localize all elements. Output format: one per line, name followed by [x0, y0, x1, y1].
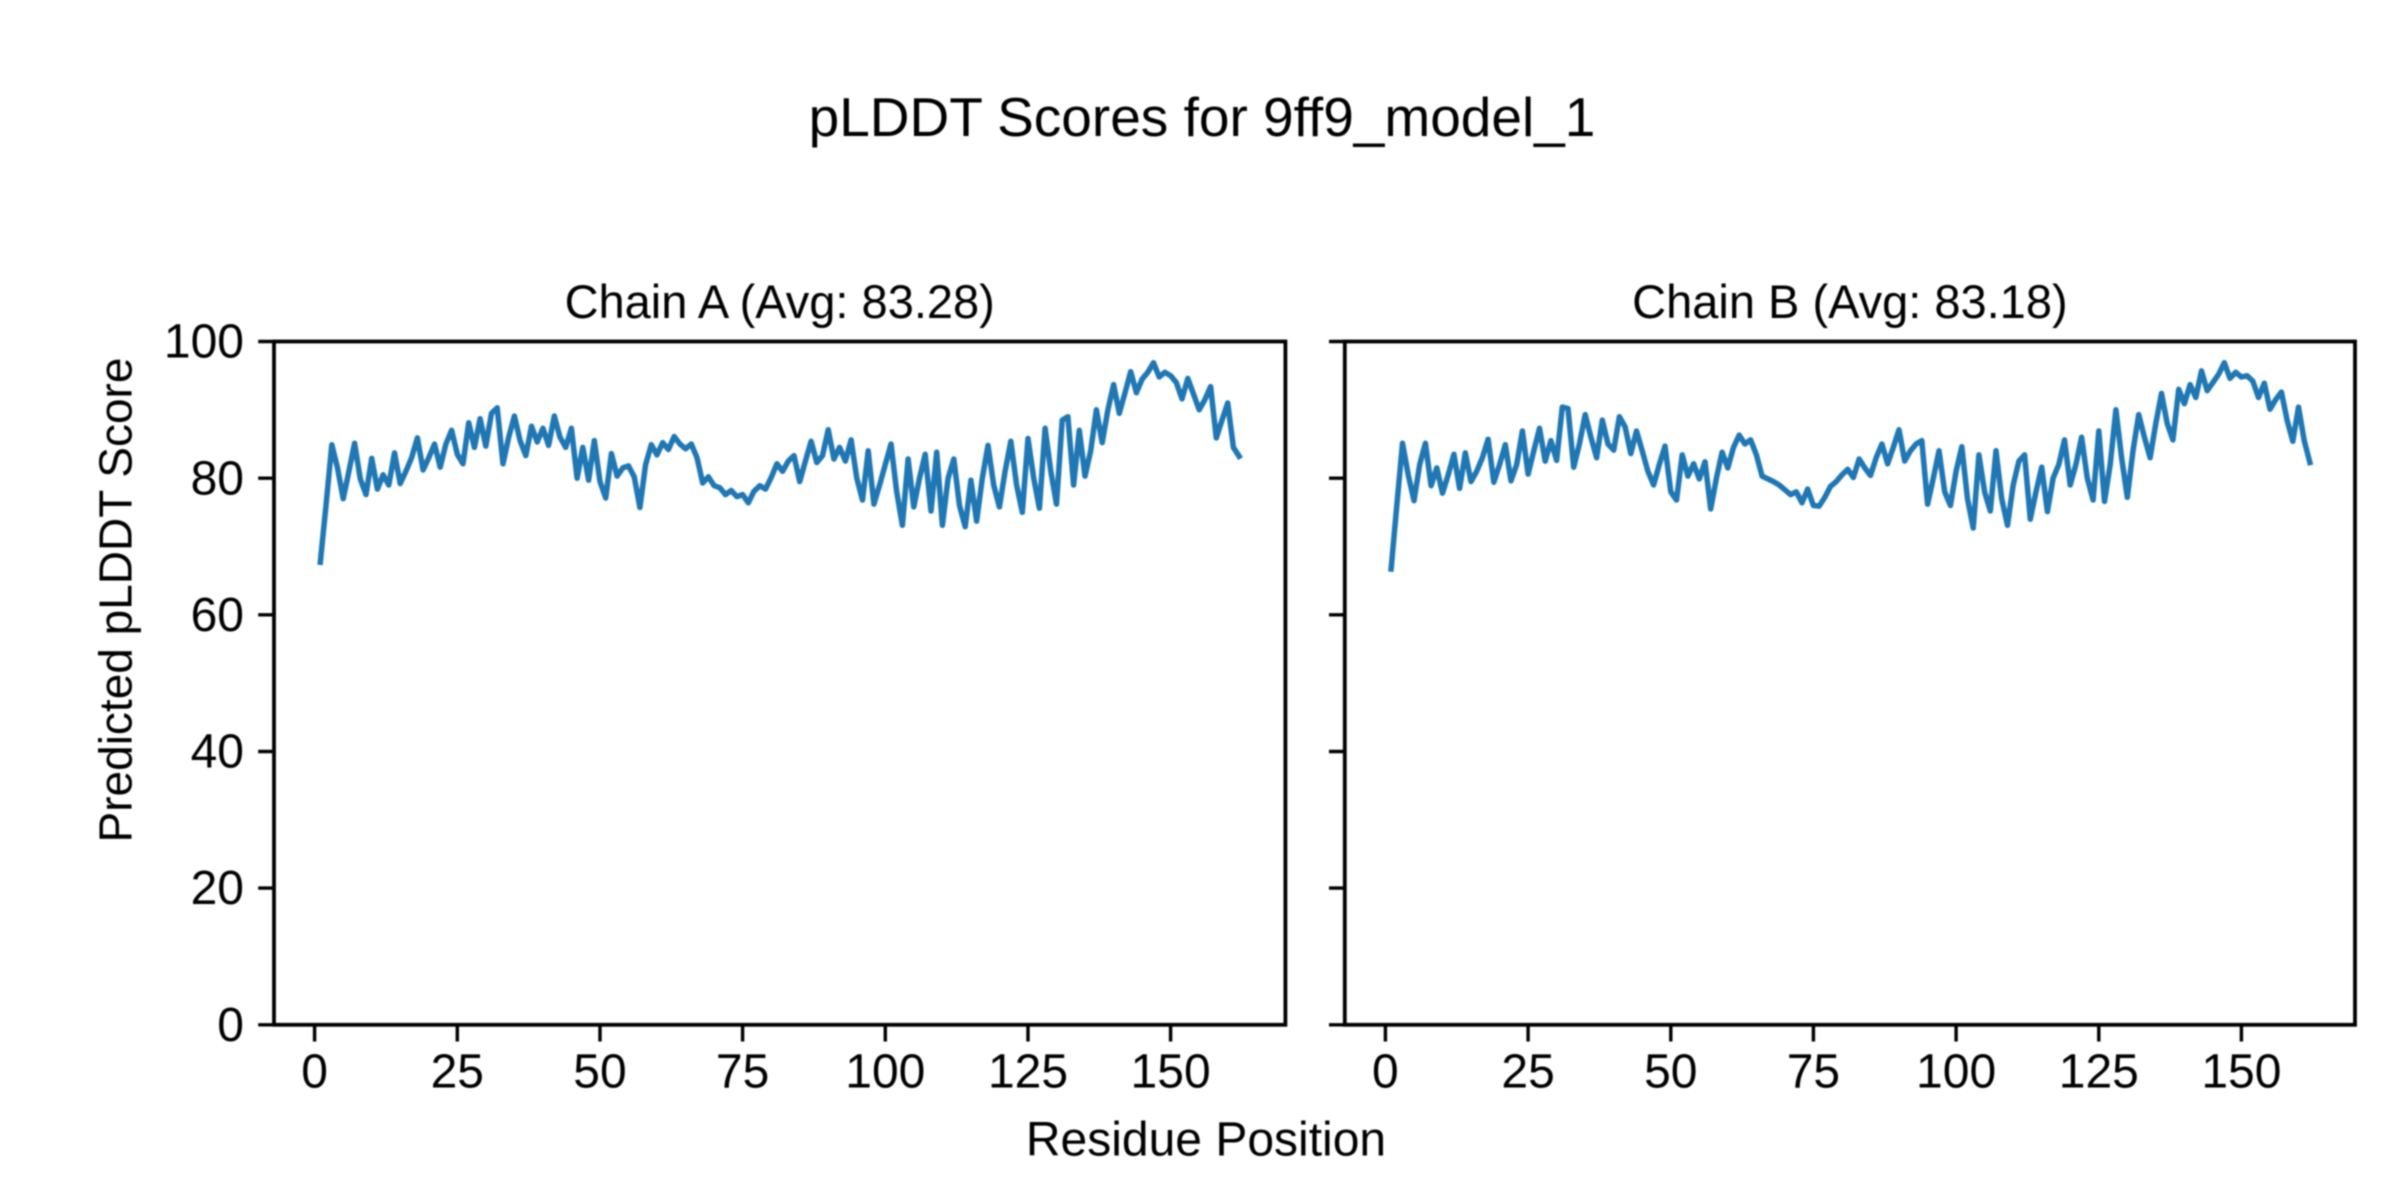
- svg-text:Chain B (Avg: 83.18): Chain B (Avg: 83.18): [1632, 275, 2067, 328]
- svg-text:75: 75: [716, 1046, 769, 1099]
- svg-text:20: 20: [191, 862, 244, 915]
- svg-text:25: 25: [1501, 1046, 1554, 1099]
- svg-text:80: 80: [191, 452, 244, 505]
- svg-text:Chain A (Avg: 83.28): Chain A (Avg: 83.28): [565, 275, 995, 328]
- svg-text:40: 40: [191, 726, 244, 779]
- svg-text:60: 60: [191, 589, 244, 642]
- svg-text:75: 75: [1787, 1046, 1840, 1099]
- svg-text:50: 50: [1644, 1046, 1697, 1099]
- svg-text:100: 100: [845, 1046, 925, 1099]
- svg-text:pLDDT Scores for 9ff9_model_1: pLDDT Scores for 9ff9_model_1: [809, 86, 1596, 148]
- svg-text:100: 100: [1916, 1046, 1996, 1099]
- svg-text:Residue Position: Residue Position: [1026, 1114, 1386, 1167]
- svg-text:150: 150: [2201, 1046, 2281, 1099]
- svg-text:125: 125: [988, 1046, 1068, 1099]
- svg-text:0: 0: [1372, 1046, 1399, 1099]
- svg-text:150: 150: [1131, 1046, 1211, 1099]
- svg-text:25: 25: [431, 1046, 484, 1099]
- svg-text:125: 125: [2059, 1046, 2139, 1099]
- svg-text:0: 0: [217, 999, 244, 1052]
- svg-text:50: 50: [573, 1046, 626, 1099]
- svg-text:100: 100: [164, 316, 244, 369]
- svg-text:Predicted pLDDT Score: Predicted pLDDT Score: [90, 358, 142, 843]
- svg-text:0: 0: [301, 1046, 328, 1099]
